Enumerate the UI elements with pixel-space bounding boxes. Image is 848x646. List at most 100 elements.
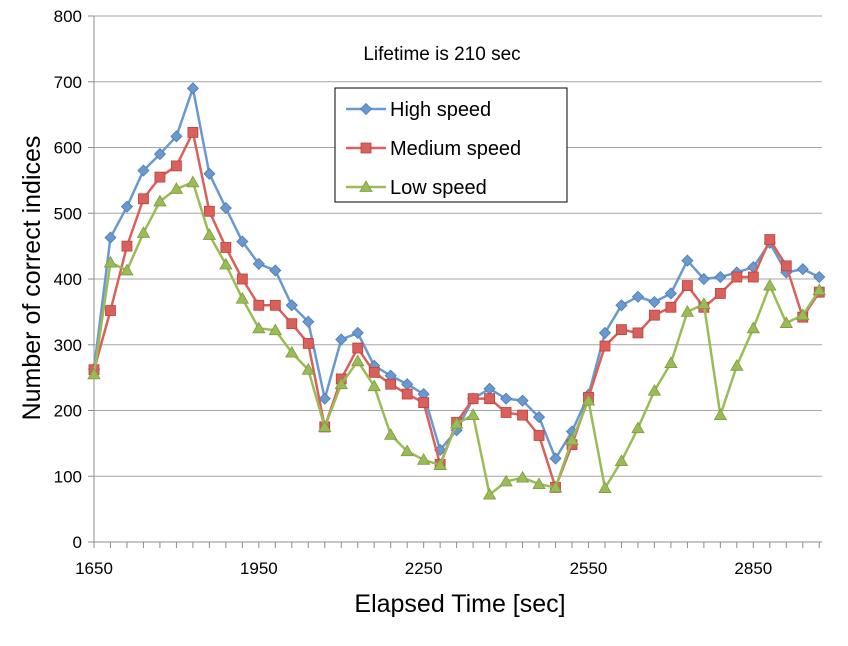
data-point-low-speed [730, 358, 744, 371]
data-point-high-speed [598, 326, 612, 339]
data-point-high-speed [269, 264, 282, 277]
data-point-low-speed [268, 323, 283, 336]
y-tick-label: 300 [54, 336, 82, 355]
data-point-low-speed [664, 356, 678, 369]
data-point-high-speed [335, 333, 348, 346]
data-point-medium-speed [302, 338, 314, 349]
data-point-medium-speed [286, 318, 298, 330]
legend-item-medium-speed: Medium speed [346, 138, 521, 160]
data-point-medium-speed [632, 327, 644, 339]
data-point-medium-speed [747, 271, 759, 283]
data-point-high-speed [170, 130, 183, 143]
data-point-low-speed [252, 321, 266, 334]
legend-box [334, 87, 568, 203]
y-tick-label: 200 [54, 402, 82, 421]
data-point-low-speed [614, 454, 629, 467]
data-point-low-speed [416, 453, 431, 465]
data-point-high-speed [302, 315, 315, 328]
data-point-high-speed [615, 299, 628, 312]
x-tick-label: 2850 [734, 559, 772, 578]
data-point-low-speed [433, 458, 447, 470]
data-point-low-speed [631, 421, 645, 434]
data-point-medium-speed [665, 301, 677, 313]
data-point-medium-speed [780, 260, 792, 272]
data-point-low-speed [812, 283, 826, 296]
data-point-medium-speed [236, 273, 248, 285]
data-point-high-speed [516, 394, 529, 407]
data-point-low-speed [285, 345, 299, 358]
data-point-low-speed [515, 470, 530, 483]
legend-item-high-speed: High speed [346, 99, 491, 121]
data-point-low-speed [301, 362, 315, 375]
y-tick-label: 400 [54, 270, 82, 289]
y-tick-label: 800 [54, 7, 82, 26]
data-point-low-speed [186, 175, 200, 188]
data-point-low-speed [351, 354, 365, 367]
data-point-low-speed [169, 182, 184, 194]
data-point-low-speed [103, 255, 118, 268]
legend-swatch-marker [359, 180, 373, 192]
data-point-low-speed [779, 316, 793, 328]
y-tick-labels: 0 100 200 300 400 500 600 700 800 [54, 7, 94, 552]
data-point-high-speed [104, 231, 117, 244]
data-point-medium-speed [401, 388, 413, 400]
legend-item-low-speed: Low speed [346, 177, 487, 199]
legend-label: High speed [390, 99, 491, 121]
data-point-low-speed [120, 263, 134, 276]
data-point-medium-speed [500, 407, 512, 418]
data-point-high-speed [186, 82, 199, 95]
y-tick-label: 700 [54, 73, 82, 92]
data-point-medium-speed [203, 205, 215, 217]
data-point-high-speed [153, 148, 166, 161]
series-layer [87, 82, 826, 500]
data-point-medium-speed [616, 324, 627, 336]
data-point-high-speed [500, 392, 513, 405]
y-tick-label: 100 [54, 467, 82, 486]
data-point-high-speed [532, 411, 546, 424]
y-tick-label: 600 [54, 139, 82, 158]
data-point-low-speed [763, 278, 777, 291]
data-point-medium-speed [517, 409, 528, 421]
data-point-high-speed [236, 235, 249, 248]
x-axis-title: Elapsed Time [sec] [354, 590, 565, 618]
data-point-medium-speed [187, 126, 199, 138]
data-point-medium-speed [418, 397, 430, 409]
data-point-high-speed [631, 290, 645, 303]
data-point-high-speed [252, 257, 265, 270]
data-point-low-speed [680, 305, 695, 317]
data-point-high-speed [137, 164, 150, 177]
data-point-high-speed [714, 270, 727, 284]
data-point-low-speed [334, 377, 348, 390]
data-point-medium-speed [269, 299, 281, 311]
data-point-medium-speed [467, 393, 479, 405]
data-point-high-speed [203, 167, 216, 180]
y-tick-label: 500 [54, 204, 82, 223]
data-point-low-speed [367, 379, 381, 392]
x-tick-labels: 1650 1950 2250 2550 2850 [75, 542, 820, 578]
data-point-high-speed [697, 272, 710, 286]
data-point-low-speed [219, 257, 233, 270]
data-point-high-speed [219, 201, 232, 215]
data-point-low-speed [746, 321, 761, 334]
x-tick-label: 1650 [75, 559, 113, 578]
data-point-high-speed [681, 254, 694, 267]
data-point-medium-speed [121, 240, 133, 252]
data-point-medium-speed [253, 299, 265, 311]
data-point-high-speed [664, 287, 677, 300]
data-point-low-speed [598, 481, 612, 493]
data-point-low-speed [713, 408, 728, 421]
data-point-medium-speed [649, 309, 660, 321]
data-point-low-speed [697, 297, 711, 309]
data-point-low-speed [581, 393, 596, 406]
data-point-low-speed [796, 308, 810, 321]
y-tick-label: 0 [73, 533, 82, 552]
legend-label: Medium speed [390, 138, 521, 160]
lifetime-annotation: Lifetime is 210 sec [363, 44, 520, 65]
data-point-low-speed [565, 433, 579, 445]
data-point-low-speed [466, 408, 480, 421]
data-point-low-speed [647, 383, 662, 396]
data-point-medium-speed [138, 193, 149, 205]
data-point-low-speed [449, 416, 464, 429]
data-point-low-speed [153, 194, 167, 207]
data-point-medium-speed [368, 366, 380, 378]
